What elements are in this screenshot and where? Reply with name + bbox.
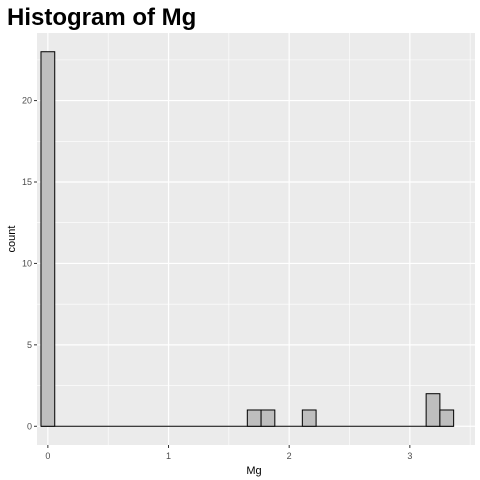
histogram-bar xyxy=(439,409,455,427)
histogram-bar xyxy=(40,51,56,427)
histogram-bar xyxy=(260,409,276,427)
x-axis-label: Mg xyxy=(246,465,261,477)
chart-title: Histogram of Mg xyxy=(7,4,196,31)
minor-gridlines xyxy=(37,33,475,445)
histogram-bar xyxy=(425,393,441,427)
y-tick-label: 10 xyxy=(22,258,32,268)
histogram-bars xyxy=(40,51,455,427)
y-tick-label: 5 xyxy=(27,340,32,350)
y-tick-label: 15 xyxy=(22,177,32,187)
histogram-bar xyxy=(301,409,317,427)
x-tick-label: 1 xyxy=(166,451,171,461)
x-axis-ticks: 0 1 2 3 xyxy=(45,445,412,461)
y-tick-label: 0 xyxy=(27,421,32,431)
y-tick-label: 20 xyxy=(22,96,32,106)
y-axis-label: count xyxy=(6,226,18,253)
x-tick-label: 2 xyxy=(287,451,292,461)
plot-panel xyxy=(37,33,475,445)
x-tick-label: 0 xyxy=(45,451,50,461)
x-tick-label: 3 xyxy=(407,451,412,461)
y-axis-ticks: 0 5 10 15 20 xyxy=(22,96,37,431)
histogram-bar xyxy=(246,409,262,427)
